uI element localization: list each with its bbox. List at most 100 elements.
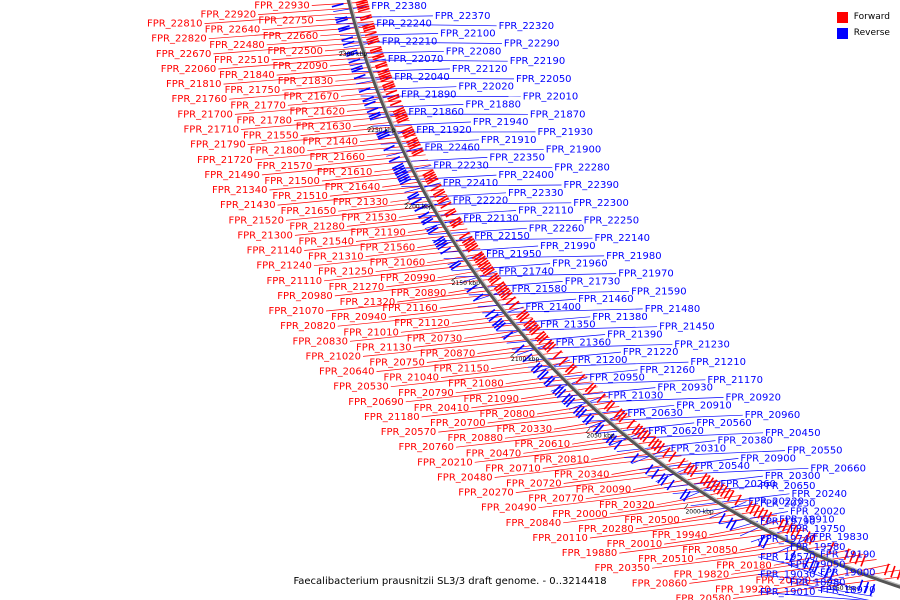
forward-leader-line — [731, 554, 864, 575]
forward-gene-label: FPR_21530 — [341, 212, 397, 223]
forward-gene-label: FPR_19940 — [652, 530, 708, 541]
forward-gene-label: FPR_20210 — [417, 457, 473, 468]
forward-feature — [786, 522, 793, 534]
forward-feature — [757, 507, 765, 519]
forward-feature — [477, 259, 489, 268]
forward-feature — [719, 485, 728, 497]
reverse-feature — [522, 353, 533, 363]
forward-gene-label: FPR_22090 — [272, 61, 328, 72]
scale-tick-label: 2300 kbp — [339, 51, 367, 58]
forward-feature — [474, 255, 486, 264]
reverse-gene-label: FPR_21970 — [618, 269, 674, 280]
reverse-gene-label: FPR_19830 — [813, 532, 869, 543]
reverse-feature — [350, 65, 363, 71]
reverse-feature — [342, 40, 355, 46]
forward-feature — [634, 425, 644, 436]
forward-feature — [369, 46, 382, 52]
forward-feature — [525, 319, 536, 329]
reverse-feature — [351, 67, 364, 73]
reverse-feature — [388, 155, 401, 163]
forward-feature — [487, 272, 498, 281]
forward-feature — [683, 462, 692, 473]
forward-feature — [656, 442, 666, 454]
forward-gene-label: FPR_20470 — [466, 448, 522, 459]
forward-gene-label: FPR_21520 — [228, 215, 284, 226]
reverse-feature — [561, 393, 571, 403]
reverse-gene-label: FPR_22410 — [443, 178, 499, 189]
forward-leader-line — [359, 134, 417, 143]
legend: Forward Reverse — [836, 9, 890, 41]
forward-gene-label: FPR_21060 — [370, 258, 426, 269]
forward-feature — [575, 373, 586, 384]
reverse-leader-line — [491, 316, 591, 326]
forward-feature — [449, 216, 461, 225]
forward-feature — [393, 108, 406, 116]
forward-leader-line — [229, 85, 396, 100]
forward-feature — [639, 429, 649, 441]
forward-gene-label: FPR_20820 — [280, 321, 336, 332]
forward-feature — [423, 171, 435, 179]
reverse-gene-label: FPR_19580 — [790, 542, 846, 553]
forward-feature — [379, 74, 392, 81]
reverse-leader-line — [773, 536, 812, 555]
reverse-gene-label: FPR_22020 — [458, 82, 514, 93]
reverse-feature — [422, 217, 434, 226]
reverse-gene-label: FPR_20260 — [720, 479, 776, 490]
reverse-gene-label: FPR_22050 — [516, 74, 572, 85]
reverse-feature — [514, 344, 525, 354]
reverse-gene-label: FPR_20450 — [765, 428, 821, 439]
forward-feature — [402, 128, 414, 135]
reverse-feature — [418, 211, 430, 219]
forward-leader-line — [563, 465, 696, 484]
reverse-feature — [376, 129, 388, 136]
forward-leader-line — [294, 218, 462, 236]
reverse-feature — [364, 100, 376, 107]
forward-gene-label: FPR_22920 — [201, 10, 257, 21]
forward-feature — [777, 518, 785, 530]
reverse-leader-line — [451, 263, 551, 272]
reverse-gene-label: FPR_20660 — [810, 463, 866, 474]
reverse-gene-label: FPR_20550 — [787, 446, 843, 457]
forward-feature — [734, 494, 742, 506]
reverse-feature — [539, 370, 549, 381]
forward-feature — [445, 210, 457, 218]
reverse-feature — [369, 113, 382, 120]
forward-leader-line — [505, 371, 583, 385]
forward-feature — [371, 52, 384, 59]
reverse-feature — [666, 479, 675, 491]
forward-leader-line — [733, 576, 900, 599]
forward-feature — [432, 188, 445, 196]
scale-ticks: 2300 kbp 2250 kbp 2200 kbp 2150 kbp 2100 kbp… — [338, 50, 857, 592]
forward-feature — [404, 132, 416, 140]
forward-feature — [378, 72, 391, 78]
reverse-feature — [335, 18, 348, 24]
forward-gene-label: FPR_22500 — [267, 46, 323, 57]
reverse-gene-label: FPR_20650 — [760, 481, 816, 492]
reverse-feature — [554, 386, 564, 397]
forward-feature — [500, 289, 511, 299]
reverse-leader-line — [506, 334, 606, 344]
forward-gene-label: FPR_22640 — [205, 25, 261, 36]
reverse-gene-label: FPR_22460 — [425, 143, 481, 154]
reverse-feature — [408, 193, 420, 201]
reverse-leader-line — [455, 273, 617, 278]
forward-feature — [727, 490, 735, 502]
reverse-gene-label: FPR_21220 — [623, 347, 679, 358]
reverse-leader-line — [353, 77, 515, 80]
forward-feature — [406, 136, 418, 144]
reverse-gene-label: FPR_20220 — [748, 497, 804, 508]
reverse-gene-label: FPR_22380 — [371, 1, 427, 12]
reverse-feature — [345, 49, 358, 55]
reverse-feature — [362, 96, 374, 102]
reverse-gene-label: FPR_20960 — [745, 410, 801, 421]
reverse-feature — [426, 224, 438, 233]
reverse-gene-label: FPR_20920 — [726, 392, 782, 403]
reverse-feature — [368, 111, 381, 118]
reverse-feature — [650, 468, 660, 480]
forward-gene-label: FPR_21800 — [250, 146, 306, 157]
forward-feature — [450, 218, 462, 227]
reverse-feature — [434, 237, 446, 246]
forward-leader-line — [285, 203, 453, 221]
forward-feature — [362, 24, 375, 30]
